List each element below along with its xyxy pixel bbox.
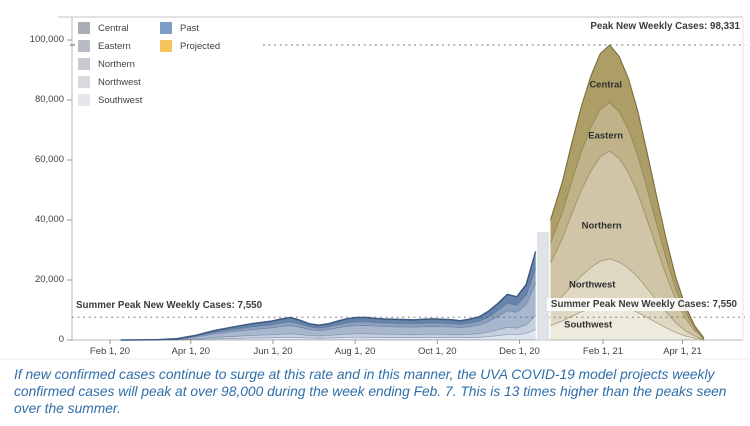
plot-canvas [0, 16, 750, 360]
summer-peak-annotation-left: Summer Peak New Weekly Cases: 7,550 [76, 300, 263, 311]
y-tick-label: 60,000 [34, 154, 64, 165]
x-tick-label: Aug 1, 20 [334, 346, 376, 357]
past-area-band-southwest [120, 329, 536, 340]
legend-swatch-icon [78, 94, 90, 106]
legend-series: Past Projected [160, 19, 220, 55]
peak-annotation: Peak New Weekly Cases: 98,331 [590, 21, 740, 32]
legend-swatch-icon [78, 58, 90, 70]
past-boundary-northern [120, 283, 536, 341]
projected-area-band-central [550, 45, 705, 339]
x-tick-label: Oct 1, 20 [418, 346, 457, 357]
legend-label: Past [180, 22, 200, 34]
past-boundary-northwest [120, 315, 536, 341]
legend-regions: Central Eastern Northern Northwest Southwest [78, 19, 142, 109]
x-tick-label: Feb 1, 20 [89, 346, 131, 357]
legend-item-southwest: Southwest [78, 91, 142, 109]
legend-item-eastern: Eastern [78, 37, 142, 55]
x-tick-label: Feb 1, 21 [582, 346, 624, 357]
legend-swatch-icon [160, 22, 172, 34]
past-boundary-central [120, 251, 537, 341]
y-tick-label: 80,000 [34, 94, 64, 105]
legend-item-projected: Projected [160, 37, 220, 55]
legend-swatch-icon [78, 40, 90, 52]
legend-label: Eastern [98, 40, 131, 52]
legend-item-past: Past [160, 19, 220, 37]
y-tick-label: 40,000 [34, 214, 64, 225]
region-area-label-eastern: Eastern [588, 130, 624, 142]
legend-label: Southwest [98, 94, 143, 106]
x-tick-label: Apr 1, 20 [171, 346, 211, 357]
legend-label: Projected [180, 40, 221, 52]
legend-label: Central [98, 22, 129, 34]
y-tick-label: 100,000 [29, 34, 64, 45]
past-boundary-eastern [120, 268, 536, 341]
past-area-band-northern [120, 283, 536, 340]
projected-area-band-northern [550, 151, 705, 340]
summer-peak-annotation-right: Summer Peak New Weekly Cases: 7,550 [546, 298, 741, 311]
x-tick-label: Apr 1, 21 [663, 346, 702, 357]
projected-area-band-southwest [550, 304, 705, 340]
projected-boundary-northwest [550, 258, 705, 340]
x-tick-label: Dec 1, 20 [499, 346, 540, 357]
legend-label: Northern [98, 58, 135, 70]
legend-swatch-icon [78, 22, 90, 34]
region-area-label-central: Central [589, 79, 623, 91]
legend-item-northern: Northern [78, 55, 142, 73]
x-tick-label: Jun 1, 20 [253, 346, 293, 357]
past-boundary-southwest [120, 329, 536, 341]
y-tick-label: 0 [58, 334, 64, 345]
transition-strip [536, 232, 550, 340]
legend-item-northwest: Northwest [78, 73, 142, 91]
projected-boundary-central [549, 44, 705, 339]
region-area-label-northern: Northern [581, 220, 622, 232]
legend-swatch-icon [160, 40, 172, 52]
region-area-label-northwest: Northwest [568, 279, 616, 291]
projected-area-band-eastern [550, 102, 705, 339]
legend-label: Northwest [98, 76, 141, 88]
legend-swatch-icon [78, 76, 90, 88]
chart-caption: If new confirmed cases continue to surge… [14, 367, 727, 416]
y-tick-label: 20,000 [34, 274, 64, 285]
legend-item-central: Central [78, 19, 142, 37]
region-area-label-southwest: Southwest [564, 319, 613, 331]
covid-weekly-cases-chart: 0 20,000 40,000 60,000 80,000 100,000 Feb 1, … [0, 16, 750, 360]
projected-boundary-eastern [550, 102, 705, 339]
